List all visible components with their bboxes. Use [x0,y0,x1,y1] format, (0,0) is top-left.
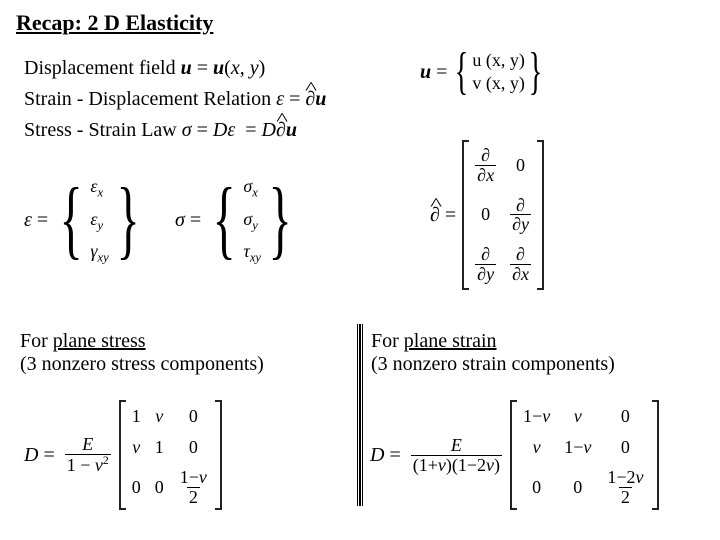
m-cell: 1−2ν2 [605,468,645,507]
coef-den: 1 − ν2 [65,454,111,475]
m-cell: 0 [532,477,541,498]
def-label: Strain - Displacement Relation [24,88,276,110]
m-cell: 0 [155,477,164,498]
u-row: u (x, y) [472,50,525,71]
strain-stress-vectors: ε = { εx εy γxy } σ = { σx σy τxy } [24,176,297,266]
ps-for: For [20,330,53,352]
m-cell: ν [132,437,140,458]
plane-stress-col: For plane stress (3 nonzero stress compo… [20,330,349,376]
left-brace-icon: { [60,176,83,266]
m-cell: 0 [516,155,525,176]
m-cell: ∂∂y [510,196,531,235]
right-bracket-icon [215,400,222,510]
m-cell: 0 [132,477,141,498]
u-row: v (x, y) [472,73,525,94]
pn-for: For [371,330,404,352]
sig-row: σx [243,176,261,201]
left-bracket-icon [462,140,469,290]
def-label: Stress - Strain Law [24,119,182,141]
def-displacement: Displacement field u = u(x, y) [24,54,326,83]
bottom-columns: For plane stress (3 nonzero stress compo… [20,330,700,376]
d-strain-eq: D = E (1+ν)(1−2ν) 1−ν ν 0 ν 1−ν 0 0 0 1−… [370,400,696,510]
coef-num: E [449,436,464,455]
u-vector-def: u = { u (x, y) v (x, y) } [420,46,544,98]
m-cell: 1 [132,406,141,427]
left-bracket-icon [119,400,126,510]
coef-den: (1+ν)(1−2ν) [411,455,502,475]
ps-sub: (3 nonzero stress components) [20,353,349,376]
d-stress-eq: D = E 1 − ν2 1 ν 0 ν 1 0 0 0 1−ν2 [24,400,350,510]
m-cell: 1 [155,437,164,458]
epsilon-vector: ε = { εx εy γxy } [24,176,145,266]
right-brace-icon: } [528,46,542,98]
coef-num: E [80,435,95,454]
eps-row: εx [90,176,108,201]
pn-sub: (3 nonzero strain components) [371,353,700,376]
right-brace-icon: } [269,176,292,266]
m-cell: 0 [189,406,198,427]
plane-stress-title: For plane stress (3 nonzero stress compo… [20,330,349,376]
m-cell: ∂∂y [475,245,496,284]
plane-strain-col: For plane strain (3 nonzero strain compo… [371,330,700,376]
sig-row: τxy [243,241,261,266]
m-cell: 0 [189,437,198,458]
partial-operator-matrix: ∂ = ∂∂x 0 0 ∂∂y ∂∂y ∂∂x [430,140,544,290]
m-cell: 0 [573,477,582,498]
right-bracket-icon [652,400,659,510]
left-brace-icon: { [455,46,469,98]
m-cell: 1−ν [564,437,591,458]
plane-strain-title: For plane strain (3 nonzero strain compo… [371,330,700,376]
right-bracket-icon [537,140,544,290]
m-cell: 1−ν2 [178,468,209,507]
left-bracket-icon [510,400,517,510]
d-matrices-row: D = E 1 − ν2 1 ν 0 ν 1 0 0 0 1−ν2 D = E [24,400,696,510]
definitions-block: Displacement field u = u(x, y) Strain - … [24,54,326,147]
m-cell: ν [574,406,582,427]
page-title: Recap: 2 D Elasticity [16,10,213,36]
right-brace-icon: } [116,176,139,266]
m-cell: ν [533,437,541,458]
m-cell: 0 [481,204,490,225]
u-lhs: u = [420,61,447,84]
left-brace-icon: { [213,176,236,266]
m-cell: ∂∂x [475,146,496,185]
pn-name: plane strain [404,330,497,352]
m-cell: 0 [621,406,630,427]
eps-row: γxy [90,241,108,266]
m-cell: 0 [621,437,630,458]
m-cell: 1−ν [523,406,550,427]
eps-row: εy [90,209,108,234]
def-stress-strain: Stress - Strain Law σ = Dε = D∂u [24,116,326,145]
def-label: Displacement field [24,57,181,79]
ps-name: plane stress [53,330,146,352]
sigma-vector: σ = { σx σy τxy } [175,176,297,266]
sig-row: σy [243,209,261,234]
m-cell: ∂∂x [510,245,531,284]
m-cell: ν [155,406,163,427]
